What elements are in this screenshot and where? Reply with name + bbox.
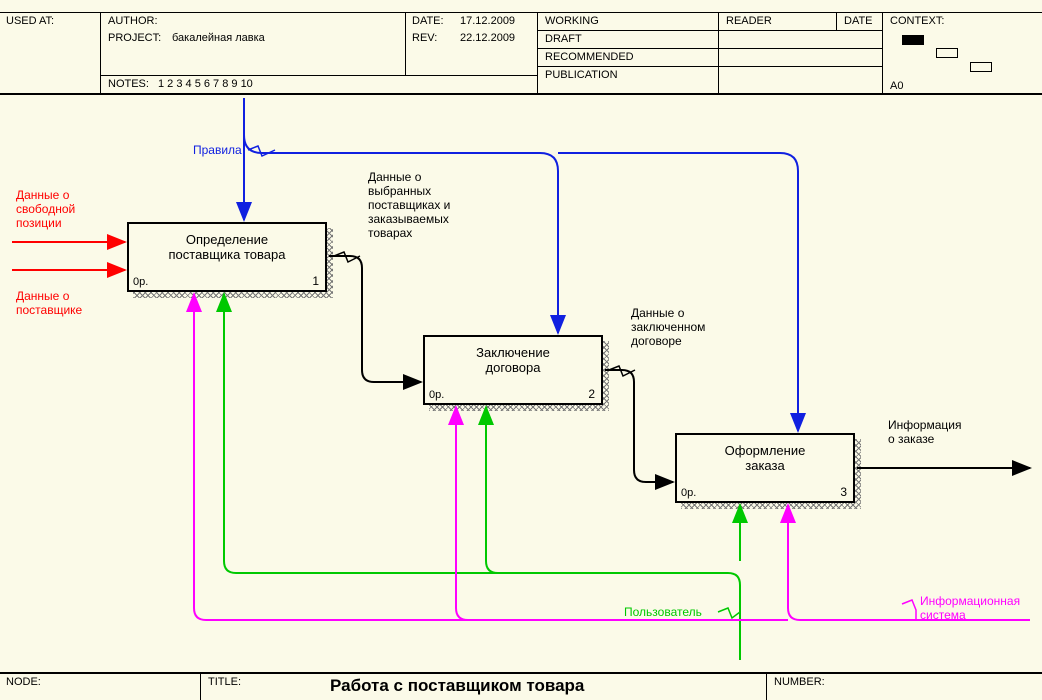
node-label: NODE: <box>6 676 41 688</box>
draft-label: DRAFT <box>545 33 582 45</box>
label-polzovatel: Пользователь <box>624 605 702 619</box>
a0-label: A0 <box>890 80 903 92</box>
label-vybran: Данные овыбранныхпоставщиках изаказываем… <box>368 170 450 240</box>
notes-value: 1 2 3 4 5 6 7 8 9 10 <box>158 78 253 90</box>
notes-label: NOTES: <box>108 78 149 90</box>
author-label: AUTHOR: <box>108 15 158 27</box>
label-infosys: Информационнаясистема <box>920 594 1020 622</box>
idef0-footer: NODE: TITLE: Работа с поставщиком товара… <box>0 672 1042 700</box>
box1-num: 1 <box>312 274 319 288</box>
date2-label: DATE <box>844 15 873 27</box>
activity-box-1: Определениепоставщика товара 0р. 1 <box>127 222 327 292</box>
box2-title: Заключениедоговора <box>425 337 601 375</box>
box3-title: Оформлениезаказа <box>677 435 853 473</box>
number-label: NUMBER: <box>774 676 825 688</box>
box3-op: 0р. <box>681 487 696 499</box>
context-box-2 <box>936 48 958 58</box>
box3-num: 3 <box>840 485 847 499</box>
rev-label: REV: <box>412 32 437 44</box>
label-svob: Данные освободнойпозиции <box>16 188 75 230</box>
box1-title: Определениепоставщика товара <box>129 224 325 262</box>
box2-op: 0р. <box>429 389 444 401</box>
recommended-label: RECOMMENDED <box>545 51 634 63</box>
context-label: CONTEXT: <box>890 15 944 27</box>
label-pravila: Правила <box>193 143 242 157</box>
label-infozakaz: Информацияо заказе <box>888 418 961 446</box>
working-label: WORKING <box>545 15 599 27</box>
title-value: Работа с поставщиком товара <box>330 676 584 696</box>
project-label: PROJECT: <box>108 32 161 44</box>
label-post: Данные опоставщике <box>16 289 82 317</box>
reader-label: READER <box>726 15 772 27</box>
activity-box-3: Оформлениезаказа 0р. 3 <box>675 433 855 503</box>
title-label: TITLE: <box>208 676 241 688</box>
publication-label: PUBLICATION <box>545 69 618 81</box>
used-at-label: USED AT: <box>6 15 54 27</box>
project-value: бакалейная лавка <box>172 32 265 44</box>
box2-num: 2 <box>588 387 595 401</box>
idef0-header: USED AT: AUTHOR: PROJECT: бакалейная лав… <box>0 0 1042 95</box>
activity-box-2: Заключениедоговора 0р. 2 <box>423 335 603 405</box>
date-value: 17.12.2009 <box>460 15 515 27</box>
box1-op: 0р. <box>133 276 148 288</box>
context-box-1 <box>902 35 924 45</box>
context-box-3 <box>970 62 992 72</box>
rev-value: 22.12.2009 <box>460 32 515 44</box>
label-dogovor: Данные озаключенномдоговоре <box>631 306 705 348</box>
date-label: DATE: <box>412 15 444 27</box>
